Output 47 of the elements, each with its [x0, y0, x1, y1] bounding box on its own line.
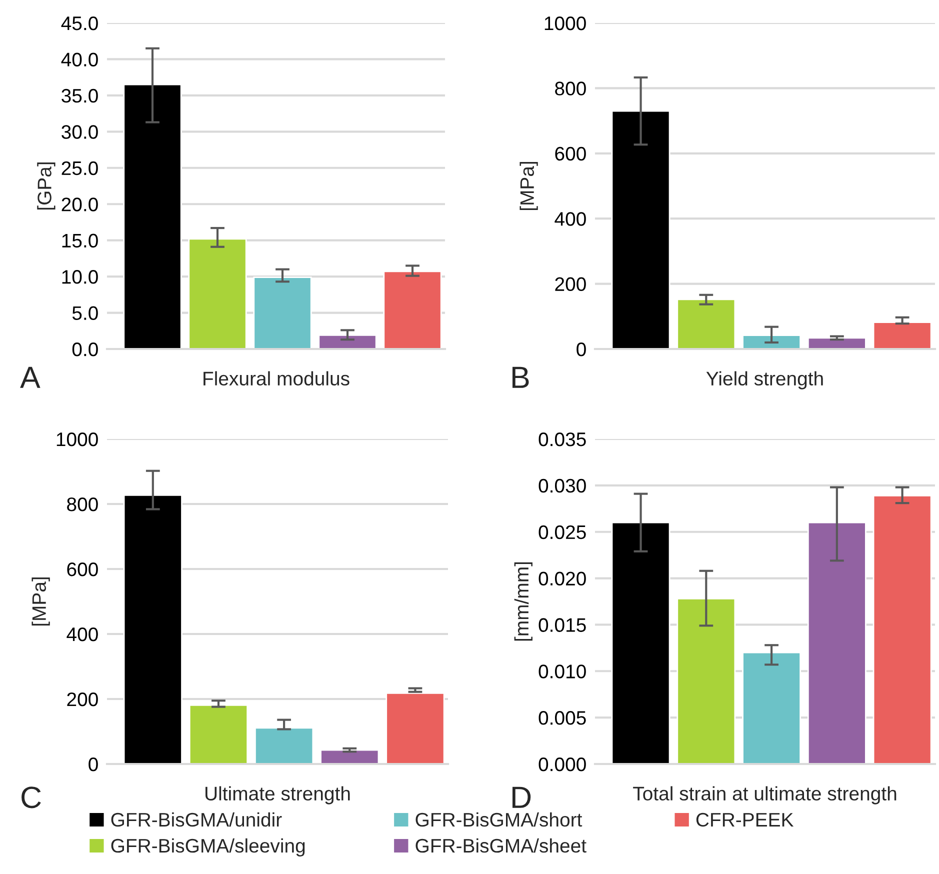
- y-tick-label: 1000: [544, 16, 586, 30]
- y-tick-label: 800: [67, 497, 98, 512]
- y-tick-label: 0.005: [538, 711, 586, 725]
- text: A: [20, 366, 40, 388]
- y-tick-label: 0.020: [538, 572, 586, 586]
- legend-label: GFR-BisGMA/unidir: [111, 812, 282, 827]
- y-tick-label: 600: [555, 146, 586, 161]
- y-tick-label: 800: [555, 82, 586, 96]
- y-tick-label: 400: [554, 212, 586, 226]
- legend-label: GFR-BisGMA/short: [416, 812, 582, 827]
- text: B: [512, 366, 529, 388]
- y-axis-title: [MPa]: [520, 162, 538, 210]
- y-axis-title: [MPa]: [32, 577, 50, 626]
- y-tick-label: 35.0: [62, 88, 98, 103]
- y-tick-label: 1000: [56, 432, 98, 446]
- y-tick-label: 10.0: [62, 270, 98, 284]
- y-tick-label: 200: [67, 692, 98, 706]
- y-tick-label: 45.0: [61, 16, 98, 30]
- x-axis-title: Yield strength: [706, 371, 823, 390]
- y-tick-label: 0.025: [538, 525, 586, 540]
- y-tick-label: 0: [88, 757, 98, 772]
- y-tick-label: 0: [576, 342, 586, 356]
- text: D: [512, 786, 531, 808]
- y-tick-label: 5.0: [72, 306, 98, 320]
- y-tick-label: 200: [555, 277, 586, 292]
- y-tick-label: 0.0: [72, 342, 98, 356]
- y-tick-label: 0.010: [538, 664, 586, 678]
- y-tick-label: 25.0: [62, 161, 98, 176]
- y-tick-label: 0.015: [538, 618, 586, 632]
- y-tick-label: 20.0: [62, 198, 98, 212]
- y-tick-label: 30.0: [62, 125, 98, 139]
- y-axis-title: [mm/mm]: [514, 562, 532, 641]
- y-tick-label: 0.035: [538, 432, 586, 446]
- y-tick-label: 15.0: [62, 234, 98, 248]
- x-axis-title: Ultimate strength: [206, 786, 350, 804]
- y-tick-label: 0.000: [538, 757, 586, 772]
- y-tick-label: 600: [67, 562, 98, 576]
- x-axis-title: Flexural modulus: [204, 371, 350, 386]
- x-axis-title: Total strain at ultimate strength: [633, 786, 896, 804]
- y-axis-title: [GPa]: [37, 162, 56, 210]
- y-tick-label: 0.030: [538, 478, 586, 493]
- legend-label: CFR-PEEK: [696, 812, 794, 827]
- y-tick-label: 400: [66, 627, 98, 642]
- legend-label: GFR-BisGMA/sheet: [416, 838, 586, 853]
- legend-label: GFR-BisGMA/sleeving: [111, 838, 305, 856]
- y-tick-label: 40.0: [61, 52, 98, 66]
- text: C: [22, 786, 41, 808]
